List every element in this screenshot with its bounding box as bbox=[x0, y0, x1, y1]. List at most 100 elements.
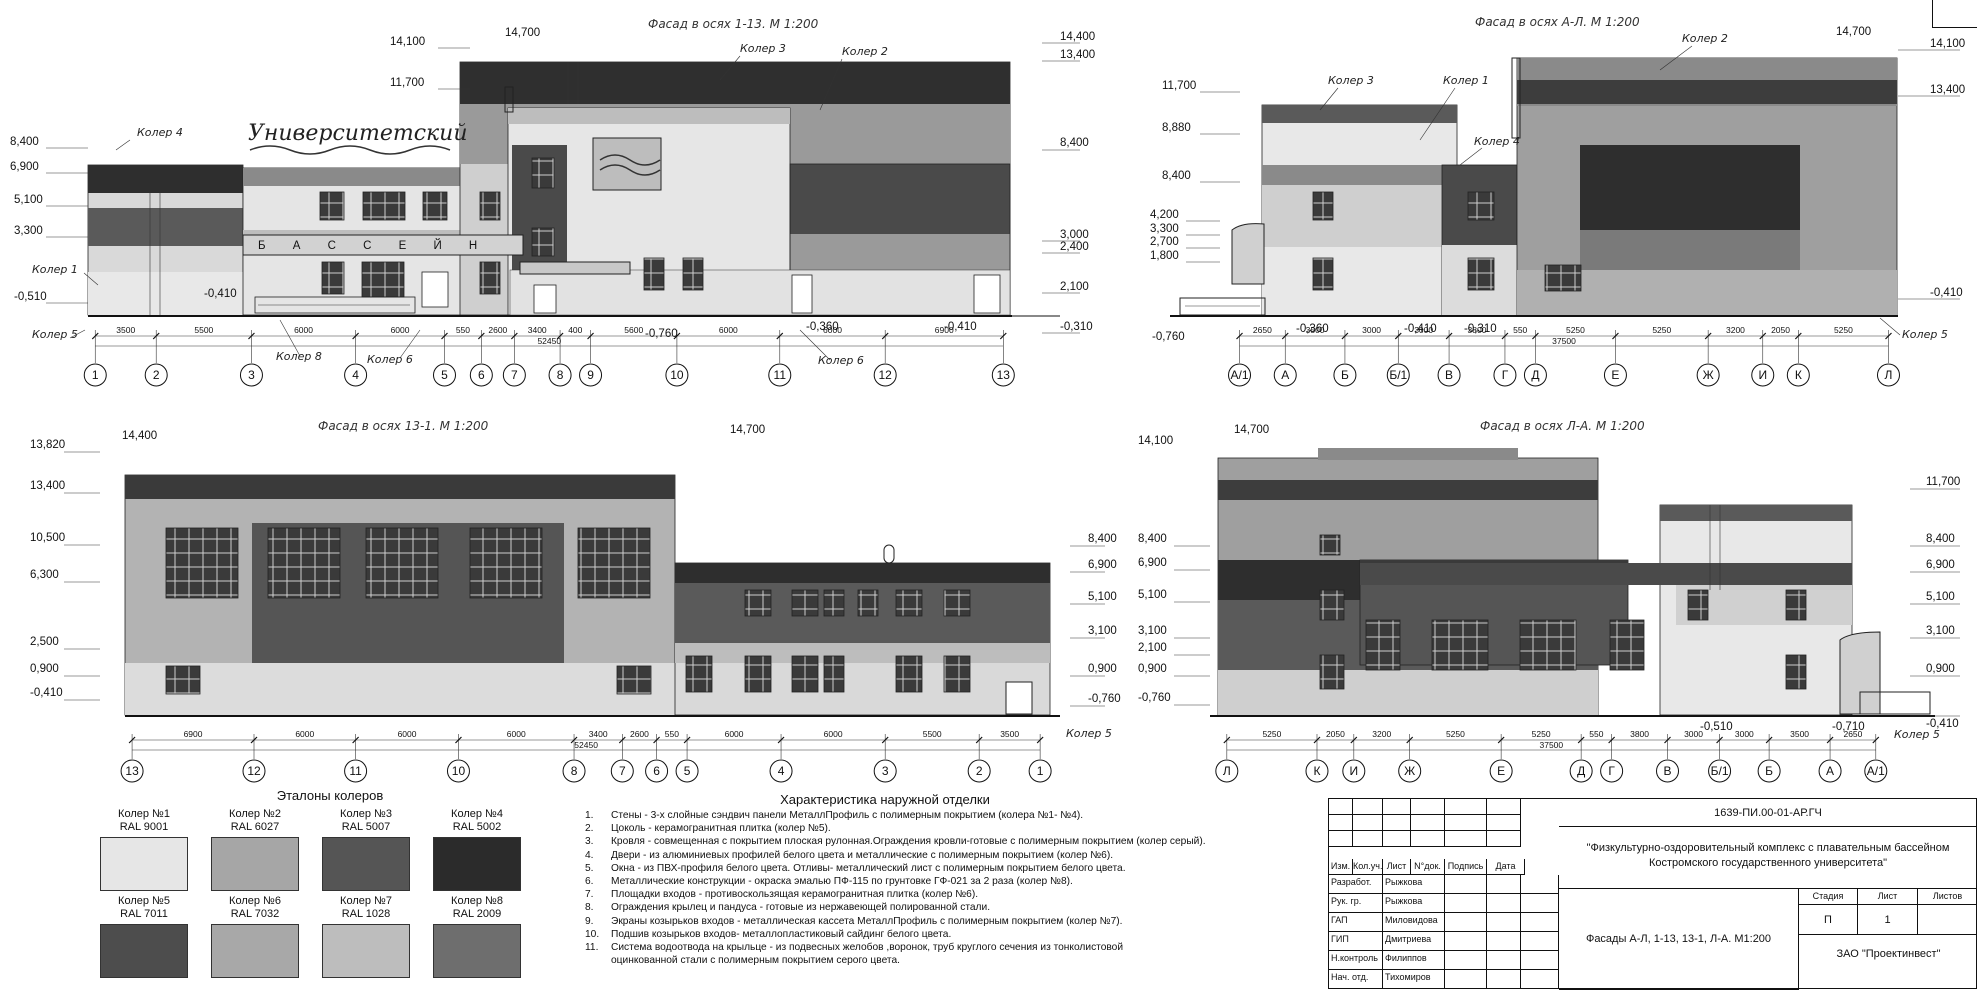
stamp-sign bbox=[1445, 894, 1487, 913]
axis-label: И bbox=[1350, 764, 1359, 778]
axis-label: 7 bbox=[511, 368, 518, 382]
dimension-tick bbox=[1759, 332, 1767, 340]
stamp-sheet-title: Фасады А-Л, 1-13, 13-1, Л-А. М1:200 bbox=[1559, 889, 1799, 990]
dimension-value: 3000 bbox=[1735, 729, 1754, 739]
finish-item: оцинкованной стали с полимерным покрытие… bbox=[585, 954, 1325, 967]
f3-dimension-chain: 6900 6000 6000 6000 3400 2600 550 6000 6000 5500 3… bbox=[128, 729, 1044, 759]
f2-el-misc-2: -0,310 bbox=[1464, 323, 1497, 335]
axis-label: В bbox=[1664, 764, 1672, 778]
axis-label: А bbox=[1281, 368, 1289, 382]
dimension-tick bbox=[152, 332, 160, 340]
f1-el-misc-0: -0,410 bbox=[204, 288, 237, 300]
swatch-chip bbox=[433, 924, 521, 978]
f1-el-left-1: 6,900 bbox=[10, 161, 39, 173]
stamp-sign-2 bbox=[1487, 951, 1521, 970]
f2-el-top-0: 14,700 bbox=[1836, 26, 1871, 38]
f4-el-right-4: 3,100 bbox=[1926, 625, 1955, 637]
finish-item: 11. Система водоотвода на крыльце - из по… bbox=[585, 941, 1325, 954]
axis-label: И bbox=[1758, 368, 1767, 382]
stamp-role: Разработ. bbox=[1329, 875, 1383, 894]
finish-item-number: 7. bbox=[585, 889, 594, 901]
finish-item-text: Кровля - совмещенная с покрытием плоская… bbox=[611, 836, 1206, 848]
dimension-value: 5250 bbox=[1532, 729, 1551, 739]
f2-dimension-chain: 2650 3500 3000 3000 3800 550 5250 5250 3200 2050 5… bbox=[1236, 325, 1892, 363]
dimension-tick bbox=[1341, 332, 1349, 340]
stamp-header-cell: Дата bbox=[1487, 859, 1525, 875]
f4-el-right-3: 5,100 bbox=[1926, 591, 1955, 603]
stamp-empty-cell bbox=[1487, 799, 1521, 815]
dimension-tick bbox=[975, 736, 983, 744]
f2-koler-1: Колер 1 bbox=[1443, 74, 1489, 87]
stamp-date bbox=[1521, 970, 1559, 989]
dimension-value: 6000 bbox=[391, 325, 410, 335]
finish-item: 7. Площадки входов - противоскользящая ке… bbox=[585, 888, 1325, 901]
stamp-role: Нач. отд. bbox=[1329, 970, 1383, 989]
swatch-name: Колер №1 bbox=[118, 808, 170, 820]
stamp-empty-cell bbox=[1411, 831, 1445, 847]
dimension-value: 5600 bbox=[624, 325, 643, 335]
f1-koler-1: Колер 1 bbox=[32, 263, 78, 276]
f1-koler-6b: Колер 6 bbox=[818, 354, 864, 367]
axis-label: 8 bbox=[571, 764, 578, 778]
f2-el-left-6: 1,800 bbox=[1150, 250, 1179, 262]
dimension-tick bbox=[776, 332, 784, 340]
stamp-date bbox=[1521, 932, 1559, 951]
f4-dimension-chain: 5250 2050 3200 5250 5250 550 3800 3000 3000 3500 2… bbox=[1223, 729, 1880, 759]
stamp-role: ГИП bbox=[1329, 932, 1383, 951]
axis-label: 13 bbox=[125, 764, 139, 778]
dimension-tick bbox=[1885, 332, 1892, 340]
f1-el-right-2: 8,400 bbox=[1060, 137, 1089, 149]
dimension-tick bbox=[673, 332, 681, 340]
f1-axis-bubbles: 1 2 3 4 5 6 7 8 9 10 11 12 13 bbox=[83, 363, 1015, 387]
f2-el-left-5: 2,700 bbox=[1150, 236, 1179, 248]
dimension-tick bbox=[248, 332, 255, 340]
finish-item-number: 3. bbox=[585, 836, 594, 848]
f2-el-misc-1: -0,410 bbox=[1404, 323, 1437, 335]
f4-el-misc-1: -0,710 bbox=[1832, 721, 1865, 733]
f4-el-left-0: 8,400 bbox=[1138, 533, 1167, 545]
axis-label: 12 bbox=[879, 368, 893, 382]
f3-el-left-3: 6,300 bbox=[30, 569, 59, 581]
dimension-tick bbox=[618, 736, 626, 744]
finish-item-number: 10. bbox=[585, 928, 600, 940]
f2-axis-bubbles: А/1 А Б Б/1 В Г Д Е Ж И К Л bbox=[1228, 363, 1900, 387]
facade-a-l: Фасад в осях А-Л. М 1:200 Колер 3 Колер … bbox=[1150, 15, 1965, 387]
stamp-empty-cell bbox=[1487, 815, 1521, 831]
finish-item: 9. Экраны козырьков входов - металлическа… bbox=[585, 915, 1325, 928]
dimension-tick bbox=[477, 332, 485, 340]
dimension-value: 400 bbox=[568, 325, 582, 335]
axis-label: Д bbox=[1531, 368, 1539, 382]
f3-el-left-6: -0,410 bbox=[30, 687, 63, 699]
stamp-stage: П bbox=[1799, 905, 1858, 935]
dimension-value: 6000 bbox=[294, 325, 313, 335]
f3-el-top-0: 14,400 bbox=[122, 430, 157, 442]
finish-item: 10. Подшив козырьков входов- металлопласт… bbox=[585, 928, 1325, 941]
stamp-header-cell: Изм. bbox=[1329, 859, 1353, 875]
dimension-tick bbox=[683, 736, 691, 744]
axis-bubble bbox=[768, 363, 792, 387]
axis-label: 1 bbox=[1037, 764, 1044, 778]
f3-el-right-5: -0,760 bbox=[1088, 693, 1121, 705]
dimension-tick bbox=[510, 332, 518, 340]
f3-el-left-5: 0,900 bbox=[30, 663, 59, 675]
stamp-header-cell: Подпись bbox=[1445, 859, 1487, 875]
swatch-chip bbox=[100, 924, 188, 978]
f1-el-left-2: 5,100 bbox=[14, 194, 43, 206]
f3-axis-bubbles: 13 12 11 10 8 7 6 5 4 3 2 1 bbox=[120, 759, 1052, 783]
dimension-value: 550 bbox=[1589, 729, 1603, 739]
axis-bubble bbox=[1305, 759, 1329, 783]
axis-bubble bbox=[548, 363, 572, 387]
stamp-header-cell: N°док. bbox=[1411, 859, 1445, 875]
stamp-name: Филиппов bbox=[1383, 951, 1445, 970]
dimension-value: 5250 bbox=[1566, 325, 1585, 335]
dimension-value: 6900 bbox=[184, 729, 203, 739]
finish-item-number: 2. bbox=[585, 823, 594, 835]
f1-el-misc-2: -0,360 bbox=[806, 321, 839, 333]
color-standards: Эталоны колеров Колер №1 RAL 9001 Колер №2… bbox=[100, 788, 560, 988]
f3-el-left-2: 10,500 bbox=[30, 532, 65, 544]
dimension-value: 6000 bbox=[398, 729, 417, 739]
swatch-chip bbox=[322, 924, 410, 978]
axis-bubble bbox=[1028, 759, 1052, 783]
f1-el-right-1: 13,400 bbox=[1060, 49, 1095, 61]
dimension-value: 2600 bbox=[488, 325, 507, 335]
